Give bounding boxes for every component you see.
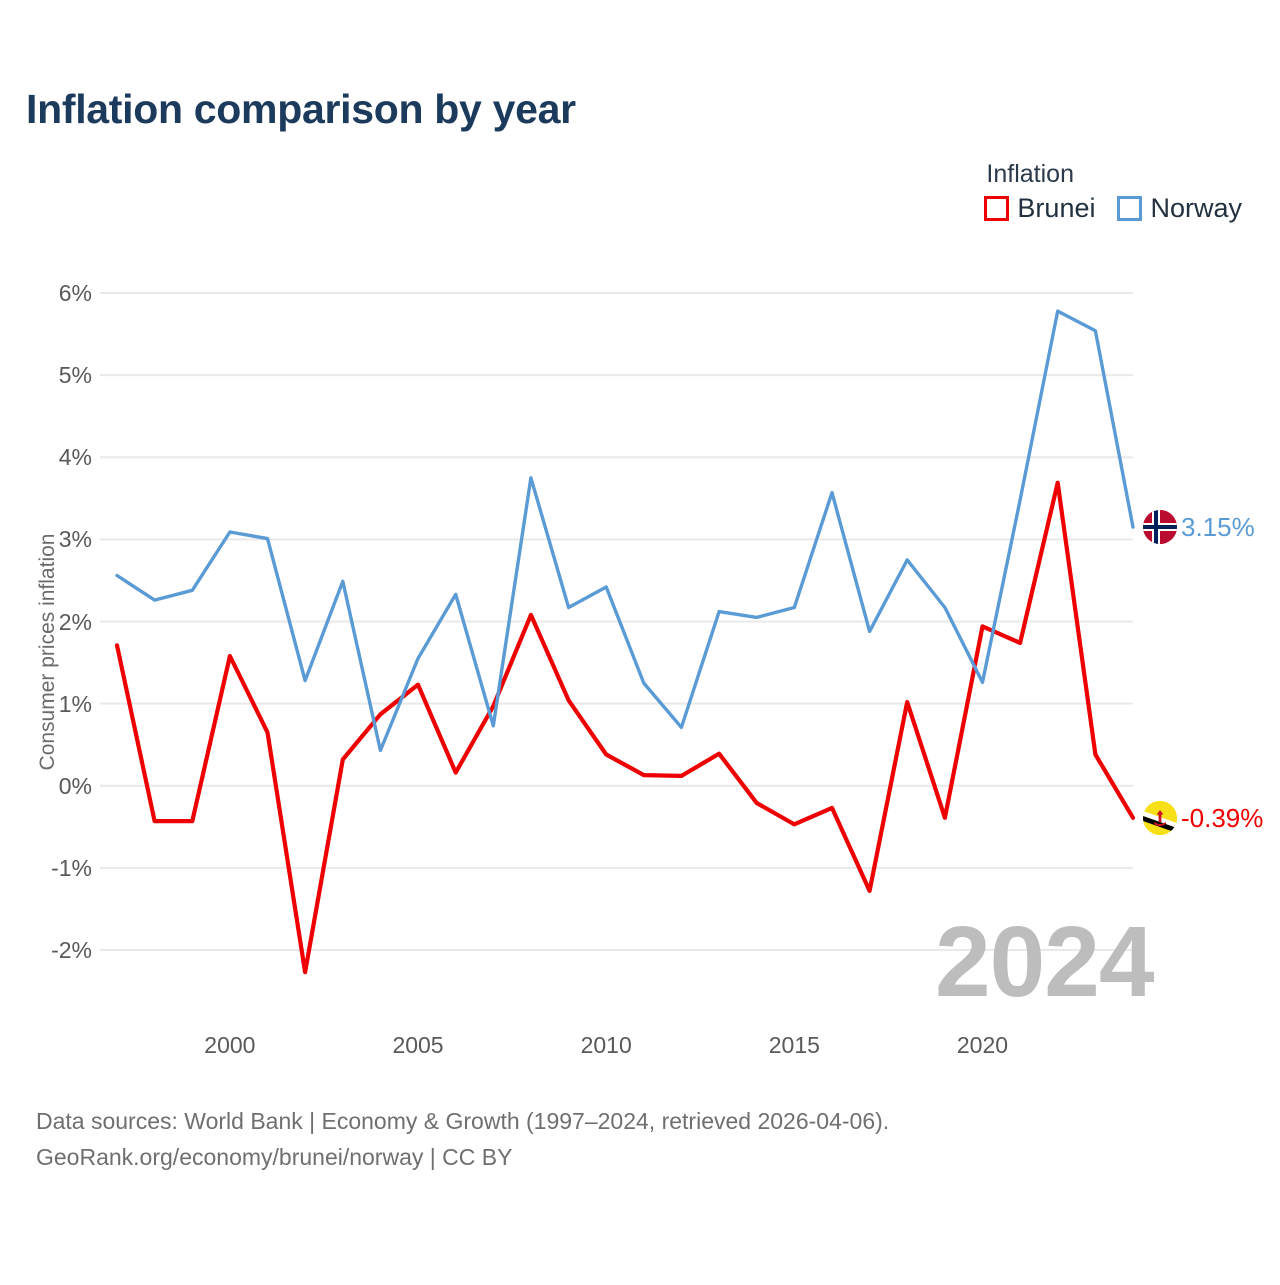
- y-tick-label: -1%: [51, 854, 92, 881]
- norway-end-value: 3.15%: [1181, 512, 1255, 543]
- y-axis-title: Consumer prices inflation: [36, 533, 59, 771]
- legend-item-norway[interactable]: Norway: [1117, 195, 1242, 222]
- x-tick-label: 2010: [580, 1032, 632, 1058]
- y-tick-label: 0%: [58, 772, 92, 799]
- footer: Data sources: World Bank | Economy & Gro…: [36, 1104, 889, 1175]
- legend-items: Brunei Norway: [984, 195, 1242, 222]
- legend: Inflation Brunei Norway: [984, 160, 1242, 222]
- x-tick-label: 2015: [768, 1032, 820, 1058]
- y-tick-label: 1%: [58, 690, 92, 717]
- y-tick-label: 3%: [58, 526, 92, 553]
- legend-title: Inflation: [986, 160, 1074, 188]
- y-tick-label: 4%: [58, 444, 92, 471]
- legend-item-brunei[interactable]: Brunei: [984, 195, 1095, 222]
- legend-label-brunei: Brunei: [1017, 193, 1096, 223]
- series-line-norway: [115, 309, 1135, 753]
- legend-swatch-norway: [1117, 196, 1143, 221]
- brunei-end-value: -0.39%: [1181, 802, 1264, 833]
- norway-flag-icon: [1143, 510, 1177, 545]
- x-tick-label: 2020: [956, 1032, 1009, 1058]
- x-tick-label: 2000: [204, 1032, 256, 1058]
- y-tick-label: -2%: [51, 937, 92, 963]
- page-title: Inflation comparison by year: [26, 86, 576, 132]
- legend-swatch-brunei: [984, 196, 1010, 221]
- y-tick-label: 2%: [58, 608, 92, 635]
- year-watermark: 2024: [935, 906, 1154, 1018]
- y-tick-label: 5%: [58, 362, 92, 389]
- y-tick-label: 6%: [58, 280, 92, 306]
- series-line-brunei: [114, 480, 1136, 975]
- legend-label-norway: Norway: [1150, 193, 1242, 223]
- x-tick-label: 2005: [392, 1032, 444, 1058]
- footer-line-attribution: GeoRank.org/economy/brunei/norway | CC B…: [36, 1143, 513, 1170]
- footer-line-sources: Data sources: World Bank | Economy & Gro…: [36, 1108, 890, 1134]
- brunei-flag-icon: [1143, 800, 1177, 835]
